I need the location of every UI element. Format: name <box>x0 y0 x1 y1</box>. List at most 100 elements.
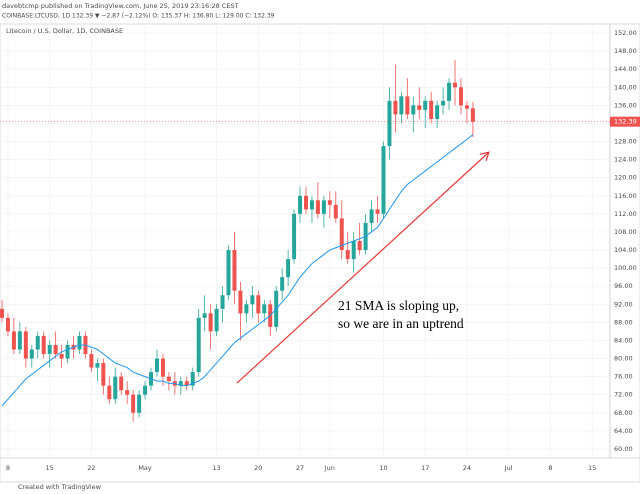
candle-body <box>441 100 446 106</box>
y-tick-label: 96.00 <box>614 282 633 290</box>
x-tick-label: 8 <box>6 464 10 472</box>
candle-body <box>143 385 148 395</box>
candle-body <box>41 335 46 355</box>
candle-body <box>417 105 422 110</box>
candle-body <box>309 200 314 210</box>
y-tick-label: 68.00 <box>614 409 633 417</box>
candle-body <box>202 313 207 318</box>
labels: 60.00 64.00 68.00 72.00 76.00 80.00 84.00 88.00… <box>6 29 640 472</box>
y-tick-label: 120.00 <box>614 174 637 182</box>
y-tick-label: 124.00 <box>614 156 637 164</box>
candle-body <box>208 313 213 332</box>
header-symbol: COINBASE:LTCUSD, 1D 132.39 ▼ −2.87 (−2.1… <box>2 13 275 20</box>
candle-body <box>166 376 171 382</box>
candle-body <box>196 317 201 373</box>
x-tick-label: 10 <box>379 464 387 472</box>
candle-body <box>131 394 136 413</box>
candle-body <box>256 295 261 314</box>
candle-body <box>59 354 64 359</box>
candle-body <box>238 290 243 314</box>
x-tick-label: 22 <box>87 464 95 472</box>
x-tick-label: 27 <box>296 464 304 472</box>
x-tick-label: 24 <box>463 464 471 472</box>
candle-body <box>53 344 58 355</box>
annotation: 21 SMA is sloping up, <box>338 298 459 313</box>
candle-body <box>298 195 303 214</box>
candle-body <box>304 195 308 210</box>
candle-body <box>393 100 398 115</box>
y-tick-label: 152.00 <box>614 29 637 37</box>
candle-body <box>470 108 475 122</box>
candle-body <box>339 218 344 251</box>
candle-body <box>23 331 28 359</box>
candle-body <box>77 335 82 350</box>
candle-body <box>178 381 183 386</box>
candle-body <box>321 200 326 214</box>
y-tick-label: 100.00 <box>614 264 637 272</box>
candle-body <box>369 209 374 223</box>
candle-body <box>29 349 34 359</box>
y-tick-label: 84.00 <box>614 336 633 344</box>
candle-body <box>327 200 332 205</box>
candle-body <box>119 376 124 391</box>
candle-body <box>244 304 249 314</box>
y-tick-label: 104.00 <box>614 246 637 254</box>
candle-body <box>357 241 362 251</box>
candle-body <box>89 354 94 368</box>
x-tick-label: 20 <box>254 464 262 472</box>
y-tick-label: 128.00 <box>614 138 637 146</box>
x-tick-label: 15 <box>588 464 596 472</box>
x-tick-label: Jun <box>324 464 335 472</box>
candle-body <box>190 372 195 386</box>
candle-body <box>220 295 225 309</box>
candle-body <box>0 308 4 318</box>
x-tick-label: May <box>138 464 152 472</box>
candle-body <box>315 200 320 214</box>
y-tick-label: 64.00 <box>614 427 633 435</box>
candle-body <box>387 100 392 147</box>
candle-body <box>47 344 52 355</box>
y-tick-label: 116.00 <box>614 192 637 200</box>
candle-body <box>351 241 356 260</box>
candle-body <box>65 344 70 359</box>
candle-body <box>113 376 118 400</box>
plot <box>0 60 610 422</box>
candle-body <box>447 82 452 101</box>
candle-body <box>214 308 219 332</box>
candle-body <box>125 390 130 395</box>
x-tick-label: 13 <box>212 464 220 472</box>
candle-body <box>280 277 285 291</box>
y-tick-label: 88.00 <box>614 318 633 326</box>
candle-body <box>184 381 189 386</box>
frame <box>0 23 640 483</box>
candle-body <box>286 259 291 278</box>
y-tick-label: 108.00 <box>614 228 637 236</box>
candle-body <box>458 87 463 106</box>
x-tick-label: 17 <box>421 464 429 472</box>
candle-body <box>405 96 410 115</box>
y-tick-label: 72.00 <box>614 391 633 399</box>
candle-body <box>160 358 165 377</box>
y-tick-label: 148.00 <box>614 47 637 55</box>
y-tick-label: 92.00 <box>614 300 633 308</box>
candle-body <box>107 385 112 400</box>
candle-body <box>453 82 458 88</box>
x-tick-label: 15 <box>46 464 54 472</box>
y-tick-label: 76.00 <box>614 373 633 381</box>
candle-body <box>464 105 469 109</box>
last-price-label: 132.39 <box>614 118 637 126</box>
candle-body <box>101 363 106 386</box>
candle-body <box>429 100 434 119</box>
y-tick-label: 136.00 <box>614 101 637 109</box>
annotation: so we are in an uptrend <box>338 316 464 331</box>
candle-body <box>333 204 338 219</box>
x-tick-label: 8 <box>548 464 552 472</box>
y-tick-label: 140.00 <box>614 83 637 91</box>
candle-body <box>411 105 416 115</box>
grid <box>0 24 610 458</box>
candle-body <box>137 394 142 413</box>
chart-title: Litecoin / U.S. Dollar, 1D, COINBASE <box>6 27 123 35</box>
candle-body <box>423 100 428 110</box>
candle-body <box>154 358 159 373</box>
